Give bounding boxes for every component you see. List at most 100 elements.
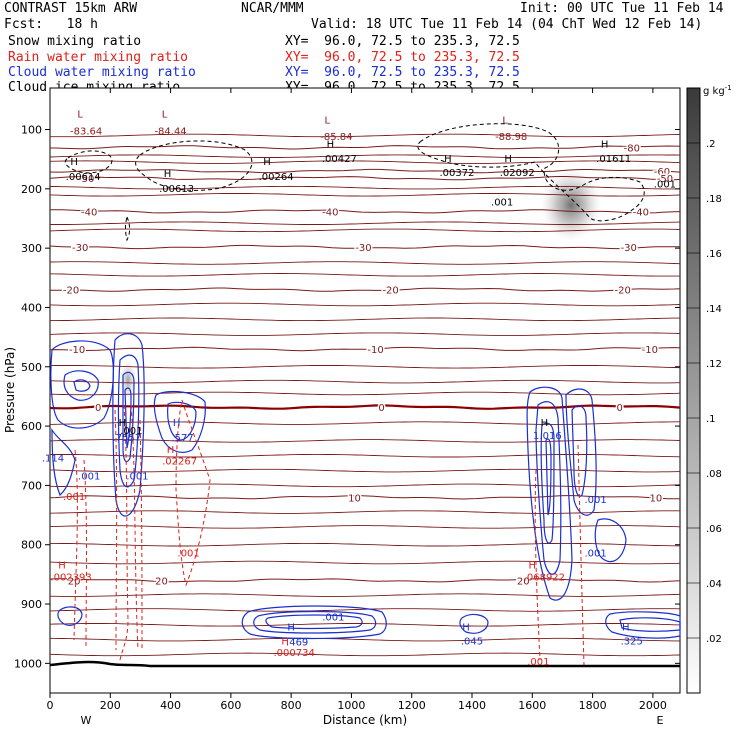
- y-tick-label: 900: [21, 598, 42, 611]
- temperature-contour: [49, 160, 681, 164]
- x-tick-label: 1400: [458, 699, 486, 712]
- contour-annotation: -85.84: [320, 132, 352, 143]
- colorbar-tick-label: .14: [706, 304, 722, 315]
- x-tick-label: 0: [47, 699, 54, 712]
- x-axis: 0 200 400 600 800 1000 1200 1400 1600 1800 2000: [47, 88, 667, 712]
- y-tick-label: 500: [21, 361, 42, 374]
- field-snow-name: Snow mixing ratio: [8, 34, 142, 49]
- contour-annotation: H: [504, 154, 512, 165]
- temperature-contour: [50, 453, 681, 458]
- contour-annotation: .001: [78, 471, 100, 482]
- contour-annotation: .02267: [162, 457, 197, 468]
- x-axis-label: Distance (km): [323, 713, 407, 727]
- contour-annotation: H: [601, 139, 609, 150]
- colorbar-tick-label: .08: [706, 469, 722, 480]
- temperature-contour--30: [49, 244, 680, 250]
- temperature-label: -20: [615, 286, 631, 297]
- temperature-label: -30: [72, 243, 88, 254]
- contour-annotation: .7557: [113, 433, 142, 444]
- temperature-contour: [49, 261, 681, 265]
- colorbar-tick-label: .12: [706, 359, 722, 370]
- y-tick-label: 200: [21, 183, 42, 196]
- field-rain-xy: XY= 96.0, 72.5 to 235.3, 72.5: [285, 50, 520, 65]
- contour-annotation: H: [462, 623, 470, 634]
- contour-annotation: .000734: [273, 648, 314, 659]
- temperature-contour: [50, 133, 681, 138]
- temperature-contour: [49, 365, 681, 369]
- x-tick-label: 200: [100, 699, 121, 712]
- temperature-label: -10: [642, 345, 658, 356]
- temperature-contour: [49, 608, 681, 612]
- temperature-label: -40: [81, 207, 97, 218]
- colorbar-tick-label: .04: [706, 579, 722, 590]
- x-tick-label: 400: [160, 699, 181, 712]
- temperature-label: 20: [517, 576, 530, 587]
- temperature-contour: [49, 623, 681, 627]
- contour-annotation: H: [287, 623, 295, 634]
- contour-annotation: .002393: [50, 572, 91, 583]
- contour-annotation: H: [281, 636, 289, 647]
- temperature-label: -20: [63, 286, 79, 297]
- contour-annotation: .045: [461, 636, 483, 647]
- temperature-contour: [49, 510, 680, 514]
- contour-annotation: L: [325, 116, 331, 127]
- colorbar-unit: g kg-1: [703, 84, 732, 97]
- temperature-contour: [50, 221, 681, 225]
- contour-annotation: H: [164, 169, 172, 180]
- temperature-contour: [49, 379, 681, 384]
- temperature-label: -50: [78, 174, 94, 185]
- contour-annotation: H: [541, 418, 549, 429]
- temperature-contour--10: [49, 346, 681, 352]
- temperature-contour: [49, 468, 681, 473]
- temperature-label: 20: [155, 576, 168, 587]
- contour-annotation: -84.44: [154, 126, 186, 137]
- contour-annotation: 1.016: [533, 431, 562, 442]
- contour-annotation: H: [327, 139, 335, 150]
- west-label: W: [81, 714, 92, 727]
- temperature-contour-20: [49, 578, 681, 583]
- contour-annotation: L: [502, 116, 508, 127]
- init-time: Init: 00 UTC Tue 11 Feb 14: [520, 1, 724, 16]
- y-tick-label: 700: [21, 479, 42, 492]
- temperature-contour--20: [50, 287, 681, 292]
- temperature-contour: [50, 317, 680, 322]
- contour-annotation: .325: [621, 636, 643, 647]
- colorbar-tick-label: .16: [706, 249, 722, 260]
- contour-annotation: H: [529, 560, 537, 571]
- contour-annotation: .01611: [596, 154, 631, 165]
- cloud-water-contours: [50, 333, 681, 640]
- contour-annotation: H: [263, 157, 271, 168]
- rain-water-contours: [73, 399, 585, 666]
- x-tick-label: 1200: [398, 699, 426, 712]
- temperature-contour: [49, 560, 681, 565]
- temperature-label: -20: [382, 286, 398, 297]
- temperature-label: -50: [657, 174, 673, 185]
- forecast-hour: Fcst: 18 h: [4, 17, 98, 32]
- temperature-contour: [49, 391, 681, 396]
- contour-annotation: .00613: [159, 184, 194, 195]
- temperature-contour: [49, 421, 680, 425]
- temperature-contour: [50, 185, 680, 190]
- temperature-contour: [50, 542, 681, 547]
- temperature-contours: -80-60-50 -50-40 -40 -40-30 -30 -30-20 -20 -20-…: [49, 133, 681, 657]
- x-tick-label: 1800: [579, 699, 607, 712]
- temperature-label: 0: [95, 403, 101, 414]
- terrain-line: [49, 660, 680, 668]
- contour-annotation: .02092: [500, 168, 535, 179]
- temperature-contour: [49, 228, 681, 233]
- temperature-label: -10: [367, 345, 383, 356]
- contour-annotation: .001: [126, 471, 148, 482]
- temperature-label: 0: [378, 403, 384, 414]
- contour-annotation: H: [119, 418, 127, 429]
- x-tick-label: 1600: [518, 699, 546, 712]
- temperature-label: -10: [69, 345, 85, 356]
- field-cloudwater-xy: XY= 96.0, 72.5 to 235.3, 72.5: [285, 65, 520, 80]
- temperature-contour: [49, 439, 681, 443]
- temperature-contour: [49, 302, 681, 307]
- contour-annotation: .00427: [322, 154, 357, 165]
- y-tick-label: 600: [21, 420, 42, 433]
- model-title: CONTRAST 15km ARW: [4, 1, 138, 16]
- cloud-ice-contours: [64, 123, 645, 242]
- contour-annotation: L: [77, 110, 83, 121]
